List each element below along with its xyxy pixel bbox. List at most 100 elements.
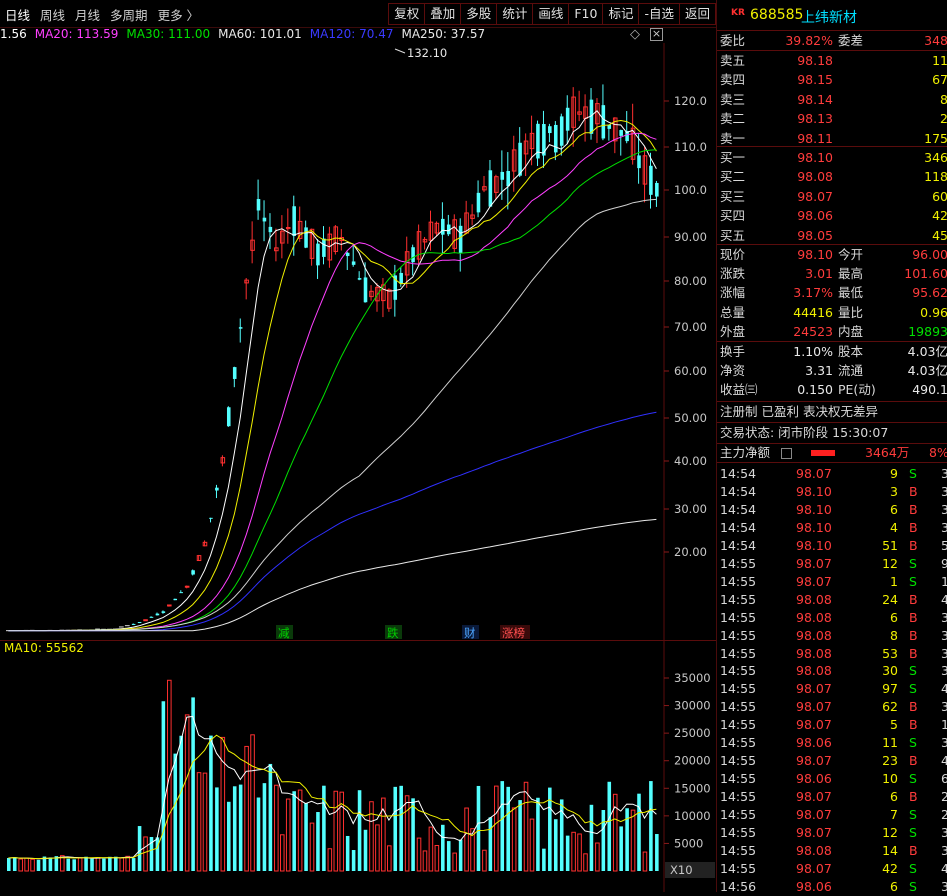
candle-body-down — [441, 218, 445, 235]
period-tab-1[interactable]: 周线 — [40, 8, 66, 23]
candle-body-down — [399, 272, 403, 284]
tick-count: 3 — [941, 878, 947, 894]
menu-icon[interactable] — [781, 448, 792, 459]
volume-bar-up — [77, 857, 83, 872]
quote-value: 96.00 — [912, 247, 947, 262]
candle-body-down — [149, 616, 154, 618]
event-tag[interactable]: 涨榜 — [502, 626, 525, 640]
period-tab-0[interactable]: 日线 — [5, 8, 31, 23]
volume-chart[interactable]: 35000 30000 25000 20000 15000 10000 5000 X10 — [0, 640, 716, 892]
book-row: 卖二 98.13 2 — [717, 110, 947, 128]
volume-bar-down — [542, 848, 546, 871]
toolbar-button-7[interactable]: -自选 — [638, 3, 680, 25]
volume-bar-up — [244, 745, 249, 872]
volume-bar-up — [583, 853, 588, 872]
period-tab-3[interactable]: 多周期 — [110, 8, 148, 23]
quote-value: 3.01 — [805, 266, 833, 282]
candle-body-down — [345, 252, 350, 257]
volume-bar-up — [143, 836, 148, 872]
tick-time: 14:55 — [720, 735, 757, 751]
label: 委差 — [838, 33, 864, 48]
tick-row: 14:55 98.08 24 B 4 — [717, 591, 947, 609]
volume-bar-down — [12, 857, 17, 871]
tick-price: 98.07 — [796, 681, 832, 697]
period-tab-2[interactable]: 月线 — [75, 8, 101, 23]
tick-direction: S — [909, 735, 917, 751]
tick-volume: 97 — [882, 681, 898, 697]
fund-label: 收益㈢ — [720, 382, 758, 397]
candle-body-down — [226, 407, 231, 427]
volume-bar-up — [404, 795, 410, 872]
volume-bar-up — [428, 826, 434, 872]
diamond-icon[interactable]: ◇ — [630, 27, 640, 42]
tick-price: 98.07 — [796, 807, 832, 823]
tick-direction: B — [909, 501, 918, 517]
volume-bar-down — [316, 812, 320, 871]
book-price: 98.08 — [797, 169, 833, 185]
candle-body-up — [482, 186, 487, 191]
candle-body-down — [357, 278, 362, 280]
candle-body-down — [488, 170, 493, 207]
volume-bar-down — [488, 817, 493, 871]
toolbar-button-4[interactable]: 画线 — [532, 3, 570, 25]
candle-body-down — [292, 206, 296, 237]
volume-bar-up — [119, 857, 125, 872]
quote-label: 量比 — [838, 304, 864, 320]
book-row: 卖五 98.18 11 — [717, 52, 947, 70]
toolbar-button-0[interactable]: 复权 — [388, 3, 426, 25]
candle-body-down — [316, 243, 320, 266]
tick-time: 14:55 — [720, 609, 757, 625]
candlestick-chart[interactable]: 120.0 110.0 100.0 90.00 80.00 70.00 60.00 50.00… — [0, 43, 716, 640]
volume-bar-down — [518, 800, 522, 871]
tick-row: 14:54 98.10 3 B 3 — [717, 483, 947, 501]
tick-count: 5 — [941, 537, 947, 553]
fund-value: 3.31 — [805, 363, 833, 378]
volume-bar-down — [351, 850, 356, 871]
event-tag[interactable]: 财 — [464, 626, 476, 640]
candle-body-down — [155, 613, 160, 616]
close-icon[interactable]: × — [650, 27, 663, 41]
volume-bar-down — [655, 834, 659, 871]
candle-body-down — [548, 126, 552, 134]
volume-bar-down — [536, 797, 540, 871]
candle-body-up — [630, 127, 636, 160]
volume-bar-up — [464, 807, 469, 872]
book-level-label: 买一 — [720, 150, 746, 165]
volume-bar-up — [196, 772, 202, 872]
candle-body-up — [220, 457, 226, 464]
toolbar-button-1[interactable]: 叠加 — [424, 3, 462, 25]
toolbar-button-2[interactable]: 多股 — [460, 3, 498, 25]
quote-label: 涨幅 — [720, 285, 746, 301]
book-row: 卖四 98.15 67 — [717, 71, 947, 89]
event-tag-bg — [385, 625, 402, 639]
book-level-label: 卖二 — [720, 111, 746, 127]
event-tag-bg — [276, 625, 293, 639]
toolbar-button-3[interactable]: 统计 — [496, 3, 534, 25]
tick-row: 14:55 98.06 10 S 6 — [717, 770, 947, 788]
period-tab-4[interactable]: 更多 〉 — [157, 8, 200, 23]
candle-body-down — [191, 570, 195, 575]
tick-direction: S — [909, 860, 917, 876]
event-tag[interactable]: 跌 — [387, 626, 399, 640]
volume-bar-up — [511, 807, 517, 872]
tick-price: 98.08 — [796, 627, 832, 643]
event-tag[interactable]: 减 — [278, 626, 290, 640]
event-tag-bg — [462, 625, 479, 639]
book-level-label: 买三 — [720, 188, 746, 204]
divider — [717, 401, 947, 402]
toolbar-button-5[interactable]: F10 — [568, 3, 604, 25]
ma-line — [8, 198, 657, 632]
price-axis-label: 100.0 — [674, 183, 707, 197]
volume-bar-down — [559, 799, 564, 871]
candle-body-up — [184, 585, 190, 588]
volume-bar-up — [309, 822, 315, 872]
volume-bar-down — [42, 856, 47, 871]
ma-legend-item: MA30: 111.00 — [126, 27, 211, 41]
toolbar-button-6[interactable]: 标记 — [602, 3, 640, 25]
toolbar-button-8[interactable]: 返回 — [678, 3, 716, 25]
candle-body-up — [470, 214, 475, 219]
candle-body-up — [333, 226, 339, 252]
value: 348 — [924, 33, 947, 48]
book-price: 98.06 — [797, 208, 833, 224]
book-level-label: 卖三 — [720, 91, 746, 107]
